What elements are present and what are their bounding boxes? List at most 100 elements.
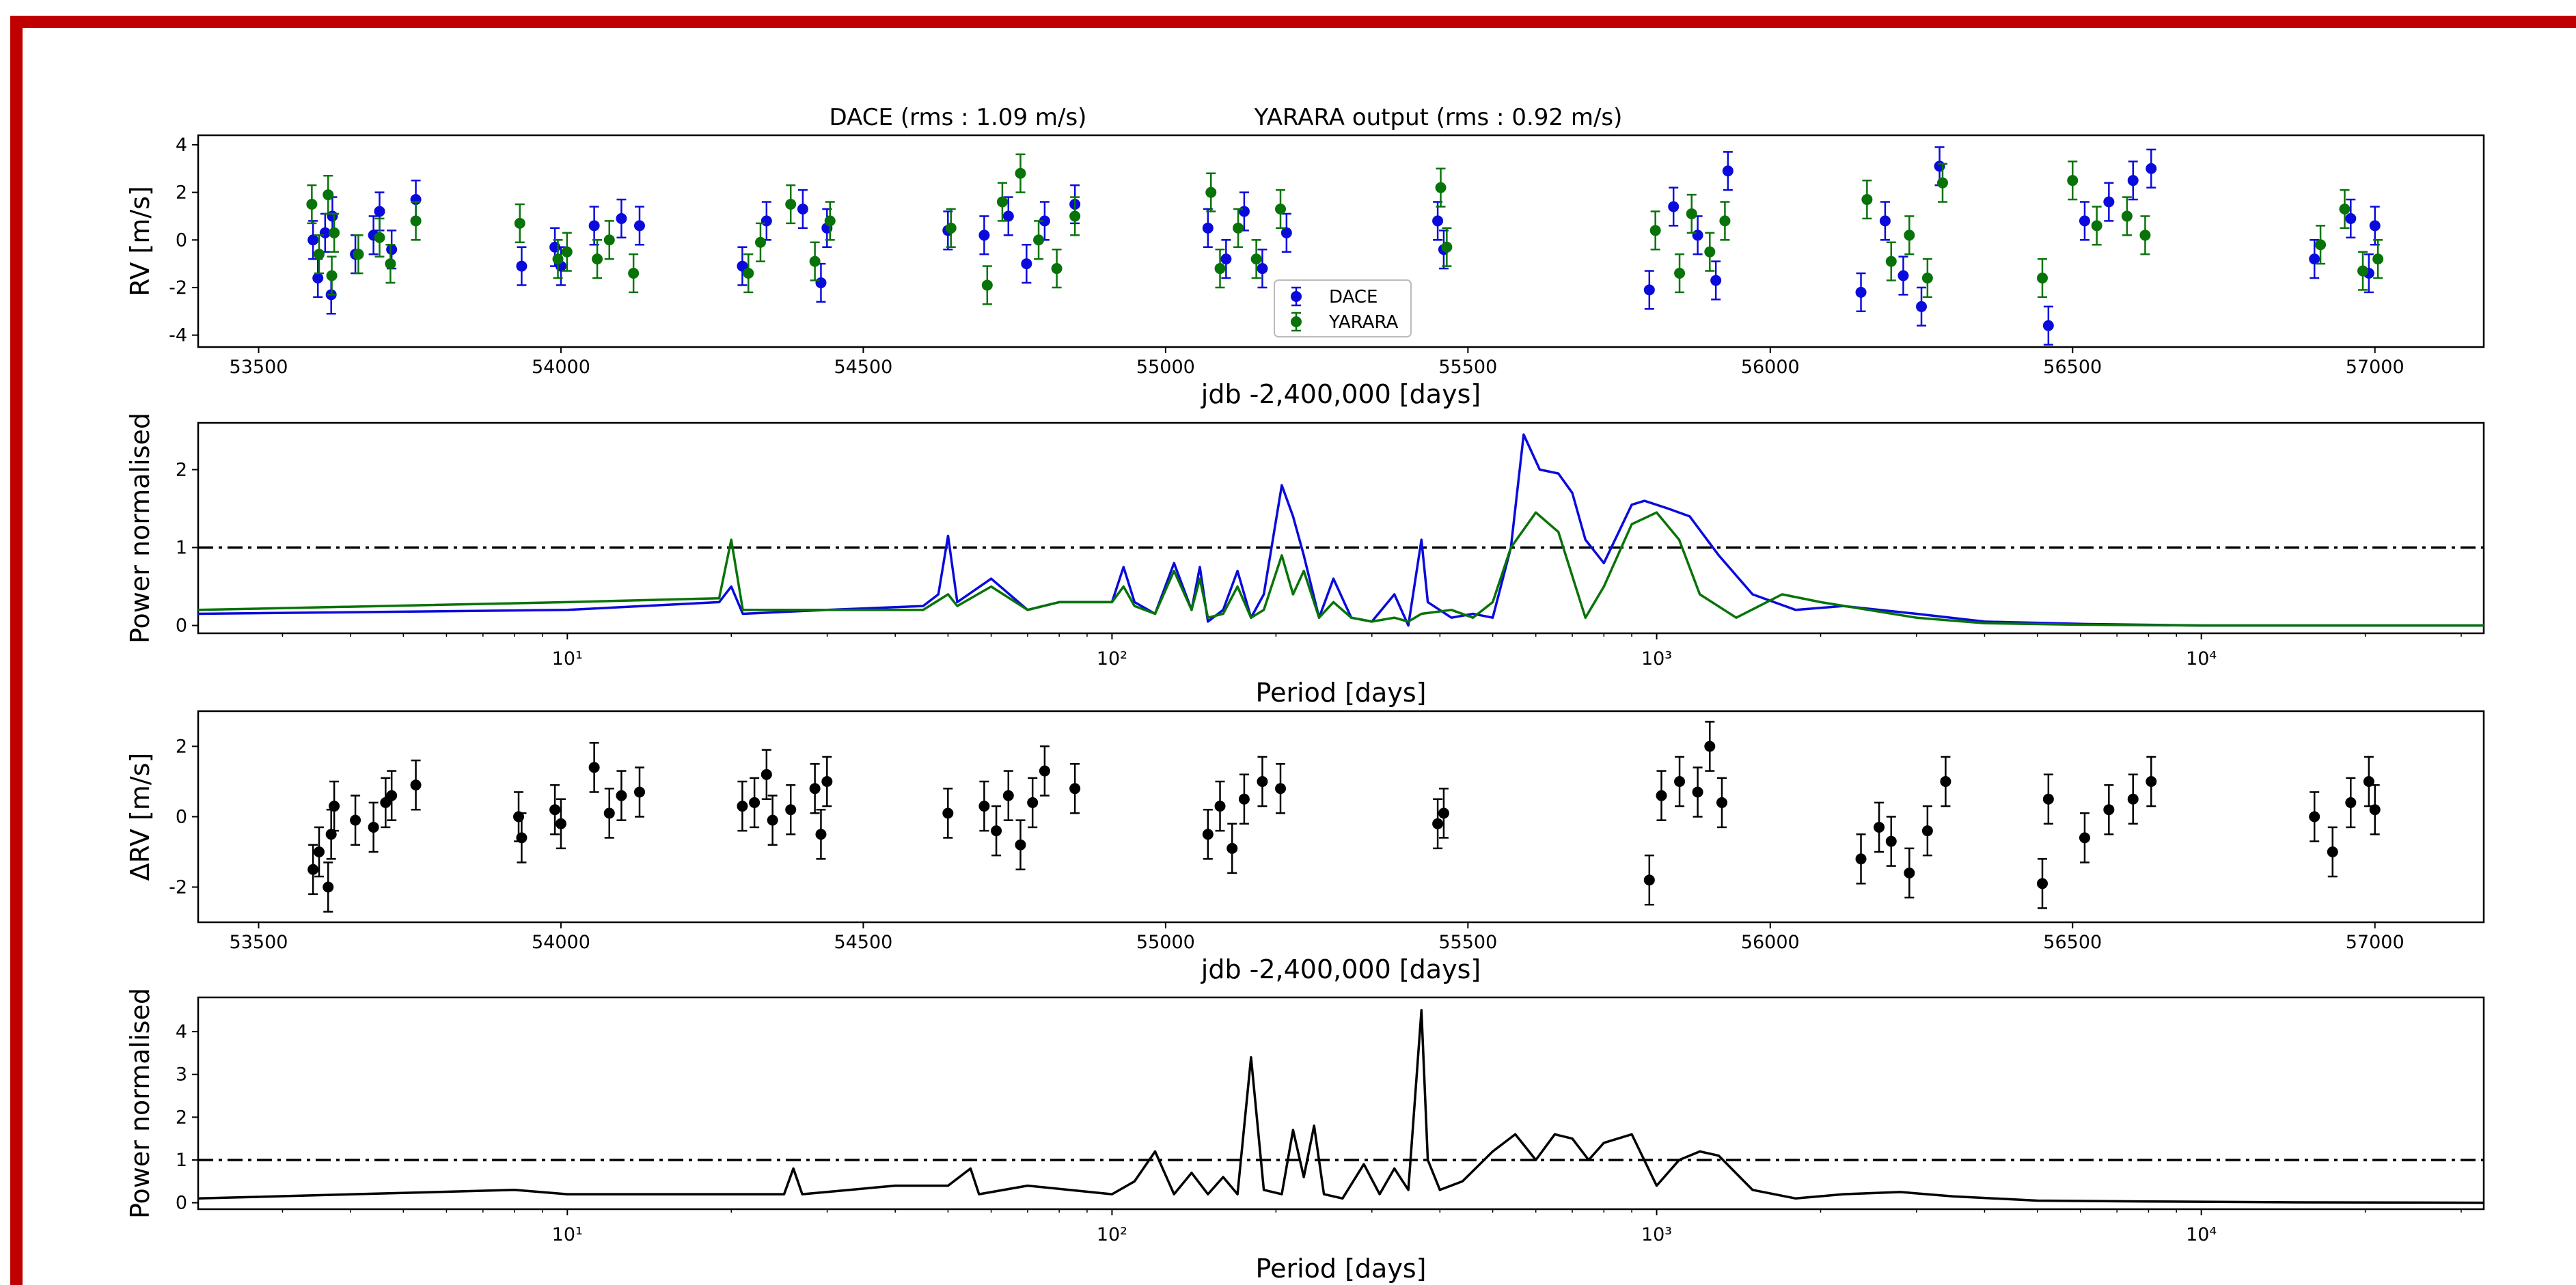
y-tick-label: 1 <box>176 538 187 559</box>
data-point <box>2363 756 2374 807</box>
marker <box>307 863 319 875</box>
marker <box>549 804 561 816</box>
marker <box>1904 230 1915 241</box>
marker <box>2315 239 2327 251</box>
x-tick-label: 54000 <box>532 932 590 953</box>
marker <box>1692 786 1703 798</box>
series-line-dace <box>198 433 2484 627</box>
marker <box>1202 222 1214 234</box>
marker <box>1438 807 1449 819</box>
data-point <box>2345 198 2357 239</box>
data-point <box>368 801 379 853</box>
data-point <box>2037 258 2049 299</box>
marker <box>743 268 754 279</box>
marker <box>592 253 603 265</box>
data-point <box>616 198 627 239</box>
data-point <box>1855 833 1867 885</box>
data-point <box>312 258 324 299</box>
data-point <box>2127 773 2139 825</box>
x-tick-label: 10² <box>1097 648 1127 669</box>
marker <box>1719 215 1731 227</box>
legend: DACE YARARA <box>1274 279 1412 337</box>
marker <box>2339 203 2351 215</box>
x-tick-label: 10⁴ <box>2186 648 2217 669</box>
marker <box>824 215 836 227</box>
marker <box>2357 265 2369 277</box>
marker <box>1015 167 1026 179</box>
data-point <box>1885 241 1897 281</box>
x-tick-label: 54500 <box>834 357 892 378</box>
y-tick-label: -4 <box>169 325 187 346</box>
data-point <box>2357 251 2369 291</box>
data-point <box>1674 253 1686 294</box>
marker <box>1002 210 1014 222</box>
marker <box>306 199 318 210</box>
data-point <box>306 184 318 225</box>
marker <box>996 196 1008 208</box>
data-point <box>815 262 827 303</box>
marker <box>1704 741 1716 752</box>
marker <box>1250 253 1262 265</box>
data-point <box>996 182 1008 222</box>
marker <box>809 255 821 267</box>
marker <box>1039 215 1050 227</box>
data-point <box>633 206 645 246</box>
data-point <box>754 222 766 262</box>
marker <box>1039 765 1050 777</box>
data-point <box>761 201 772 241</box>
marker <box>2369 220 2381 232</box>
marker <box>2079 832 2090 844</box>
data-point <box>1275 763 1287 814</box>
marker <box>1649 225 1661 236</box>
data-point <box>2146 756 2157 807</box>
data-point <box>981 265 993 305</box>
panel-residuals: -2 0 2 53500 54000 54500 55000 55500 56000 56500 5… <box>125 710 2485 984</box>
panel-residual_periodogram: 0 1 2 3 4 10¹ 10² 10³ 10⁴ Period [days] Power norm… <box>125 988 2485 1284</box>
marker <box>785 199 797 210</box>
series-group <box>306 146 2384 346</box>
data-point <box>1257 248 1268 289</box>
x-tick-label: 10³ <box>1641 1224 1672 1245</box>
data-point <box>821 756 833 807</box>
data-point <box>1940 756 1951 807</box>
marker <box>1940 776 1951 787</box>
x-tick-label: 55000 <box>1136 932 1195 953</box>
marker <box>2091 220 2102 232</box>
marker <box>555 818 566 829</box>
marker <box>981 279 993 291</box>
x-tick-label: 54000 <box>532 357 590 378</box>
marker <box>616 212 627 224</box>
marker <box>2372 253 2384 265</box>
marker <box>633 220 645 232</box>
marker <box>1069 210 1081 222</box>
marker <box>588 762 600 773</box>
y-tick-label: 4 <box>176 1021 187 1042</box>
marker <box>1716 797 1727 808</box>
marker <box>1220 253 1232 265</box>
marker <box>797 203 808 215</box>
y-tick-label: -2 <box>169 277 187 299</box>
marker <box>1879 215 1891 227</box>
marker <box>1686 208 1697 219</box>
x-axis-label: jdb -2,400,000 [days] <box>1201 379 1481 409</box>
data-point <box>743 253 754 294</box>
data-point <box>1643 854 1655 906</box>
data-point <box>1214 780 1226 832</box>
data-point <box>2079 201 2090 241</box>
data-point <box>353 234 364 275</box>
marker <box>410 215 422 227</box>
y-tick-label: 2 <box>176 182 187 204</box>
data-point <box>1441 227 1453 267</box>
data-point <box>2079 812 2090 863</box>
data-point <box>978 780 990 832</box>
data-point <box>1205 172 1217 212</box>
x-axis-label: Period [days] <box>1256 1254 1427 1284</box>
marker <box>761 769 772 780</box>
marker <box>616 790 627 801</box>
data-point <box>749 777 761 829</box>
y-tick-label: 0 <box>176 1193 187 1214</box>
data-point <box>2369 784 2381 835</box>
marker <box>1692 230 1703 241</box>
marker <box>2309 811 2320 823</box>
